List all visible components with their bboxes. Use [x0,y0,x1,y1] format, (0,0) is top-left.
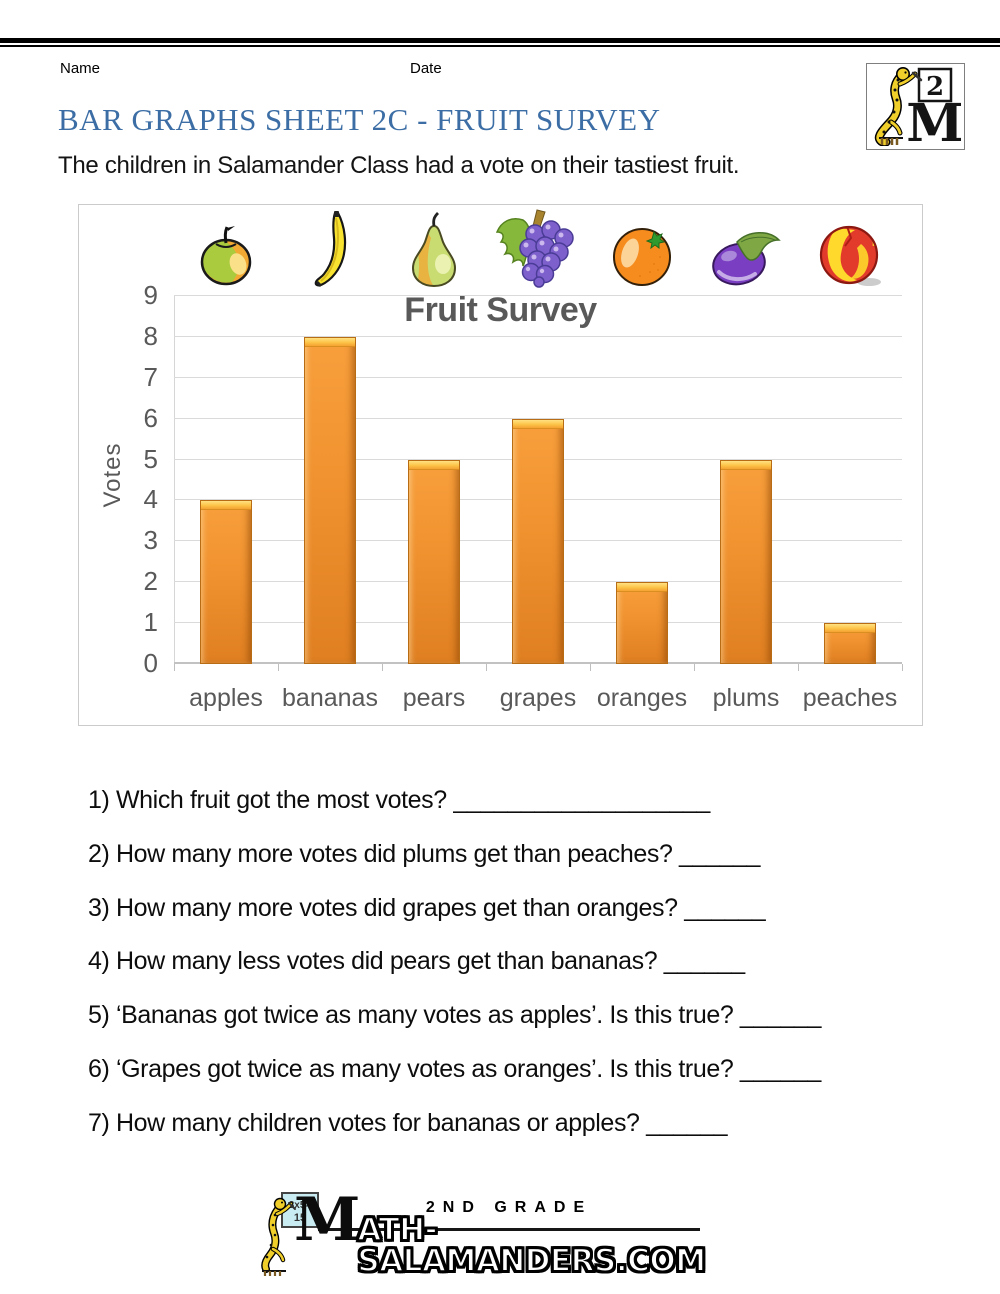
bar-oranges [616,582,668,664]
question: 7) How many children votes for bananas o… [88,1108,728,1137]
x-axis-tick [694,664,695,671]
grade-logo-art: M 2 [874,67,964,154]
y-tick-label: 5 [143,443,158,474]
name-label: Name [60,60,101,77]
grapes-icon [495,209,574,288]
x-axis-tick [382,664,383,671]
gridline [174,376,902,378]
footer-salamander-icon: 3x5= 15 [261,1192,319,1276]
x-category-label: pears [402,684,466,712]
fruit-survey-chart: Fruit Survey Votes 0 1 2 3 4 5 6 7 8 9 apples bana… [78,204,923,726]
apple-icon [200,226,252,286]
banana-icon [314,211,347,288]
footer-site-rest: ATH-SALAMANDERS.COM [356,1212,707,1279]
logo-m-letter: M [906,93,961,146]
date-label: Date [410,60,442,77]
pear-icon [411,212,457,288]
y-tick-label: 7 [143,361,158,392]
y-tick-label: 3 [143,525,158,556]
bar-peaches [824,623,876,664]
orange-icon [613,228,671,286]
footer-grade-text: 2ND GRADE [425,1199,593,1216]
footer-site-name: M ATH-SALAMANDERS.COM [294,1185,744,1279]
peach-icon [819,225,881,286]
x-axis-tick [902,664,903,671]
salamander-icon [874,67,923,147]
top-rule-thick [0,38,1000,43]
y-axis-line [174,296,175,664]
x-axis-tick [174,664,175,671]
grade-logo: M 2 [866,63,965,154]
y-tick-label: 9 [143,280,158,310]
top-rule-thin [0,45,1000,47]
logo-grade-number: 2 [926,72,944,102]
x-axis-tick [486,664,487,671]
y-tick-label: 1 [143,607,158,638]
page-title: BAR GRAPHS SHEET 2C - FRUIT SURVEY [58,102,661,137]
gridline [174,335,902,337]
bar-pears [408,459,460,664]
x-category-label: grapes [499,684,577,712]
y-tick-label: 2 [143,566,158,597]
x-category-label: bananas [282,684,378,712]
logo-number-box [917,67,953,103]
y-tick-label: 4 [143,484,158,515]
x-axis-tick [278,664,279,671]
footer-board-text-1: 3x5= [289,1200,312,1211]
chart-title: Fruit Survey [404,291,597,329]
gridline [174,417,902,419]
bar-bananas [304,336,356,664]
question: 2) How many more votes did plums get tha… [88,839,761,868]
x-axis-tick [590,664,591,671]
question: 6) ‘Grapes got twice as many votes as or… [88,1054,821,1083]
footer-rule [318,1228,700,1231]
x-category-label: peaches [802,684,898,712]
question: 1) Which fruit got the most votes? _____… [88,786,710,814]
question: 3) How many more votes did grapes get th… [88,893,766,922]
footer-board-text-2: 15 [294,1212,306,1224]
x-category-label: apples [189,684,263,712]
x-category-label: plums [712,684,780,712]
x-axis-tick [798,664,799,671]
bar-apples [200,500,252,664]
questions-list: 1) Which fruit got the most votes? _____… [88,786,948,1163]
question: 5) ‘Bananas got twice as many votes as a… [88,1001,821,1030]
bar-grapes [512,418,564,664]
page-subtitle: The children in Salamander Class had a v… [58,152,740,179]
y-tick-label: 6 [143,402,158,433]
question: 4) How many less votes did pears get tha… [88,947,745,976]
site-footer: 3x5= 15 2ND GRADE M ATH-SALAMANDERS.COM [258,1185,744,1279]
plot-area: 0 1 2 3 4 5 6 7 8 9 apples bananas pears grapes [144,209,903,712]
gridline [174,295,902,296]
plum-icon [712,232,781,286]
bar-plums [720,459,772,664]
x-category-label: oranges [596,684,688,712]
y-tick-label: 8 [143,320,158,351]
y-tick-label: 0 [143,648,158,678]
footer-site-initial: M [294,1185,361,1255]
